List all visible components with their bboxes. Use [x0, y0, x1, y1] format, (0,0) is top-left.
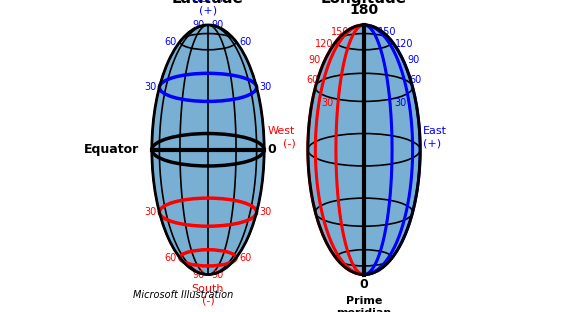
- Text: 90: 90: [193, 270, 205, 280]
- Text: 30: 30: [144, 82, 156, 92]
- Text: Longitude: Longitude: [321, 0, 407, 6]
- Text: 60: 60: [239, 37, 252, 47]
- Text: 60: 60: [165, 37, 177, 47]
- Text: 180: 180: [349, 3, 379, 17]
- Text: 30: 30: [260, 82, 272, 92]
- Text: 30: 30: [321, 98, 333, 108]
- Ellipse shape: [308, 25, 420, 275]
- Text: East
(+): East (+): [423, 126, 447, 148]
- Text: 120: 120: [315, 39, 333, 49]
- Text: 90: 90: [193, 20, 205, 30]
- Text: 60: 60: [409, 75, 421, 85]
- Text: Microsoft Illustration: Microsoft Illustration: [133, 290, 233, 300]
- Text: Prime
meridian: Prime meridian: [336, 296, 392, 312]
- Text: 30: 30: [260, 207, 272, 217]
- Text: 150: 150: [378, 27, 397, 37]
- Text: 30: 30: [144, 207, 156, 217]
- Text: 60: 60: [165, 253, 177, 263]
- Text: 60: 60: [307, 75, 319, 85]
- Text: Equator: Equator: [84, 143, 140, 156]
- Text: 60: 60: [239, 253, 252, 263]
- Text: North
(+): North (+): [192, 0, 224, 16]
- Text: 150: 150: [331, 27, 349, 37]
- Text: South
(-): South (-): [192, 284, 224, 305]
- Ellipse shape: [152, 25, 264, 275]
- Text: 0: 0: [360, 278, 368, 291]
- Text: 120: 120: [395, 39, 413, 49]
- Text: West
(-): West (-): [268, 126, 295, 148]
- Text: 0: 0: [267, 143, 276, 156]
- Text: 90: 90: [408, 55, 420, 65]
- Text: 30: 30: [395, 98, 407, 108]
- Text: 90: 90: [308, 55, 320, 65]
- Text: 90: 90: [211, 20, 224, 30]
- Text: Latitude: Latitude: [172, 0, 244, 6]
- Text: 90: 90: [211, 270, 224, 280]
